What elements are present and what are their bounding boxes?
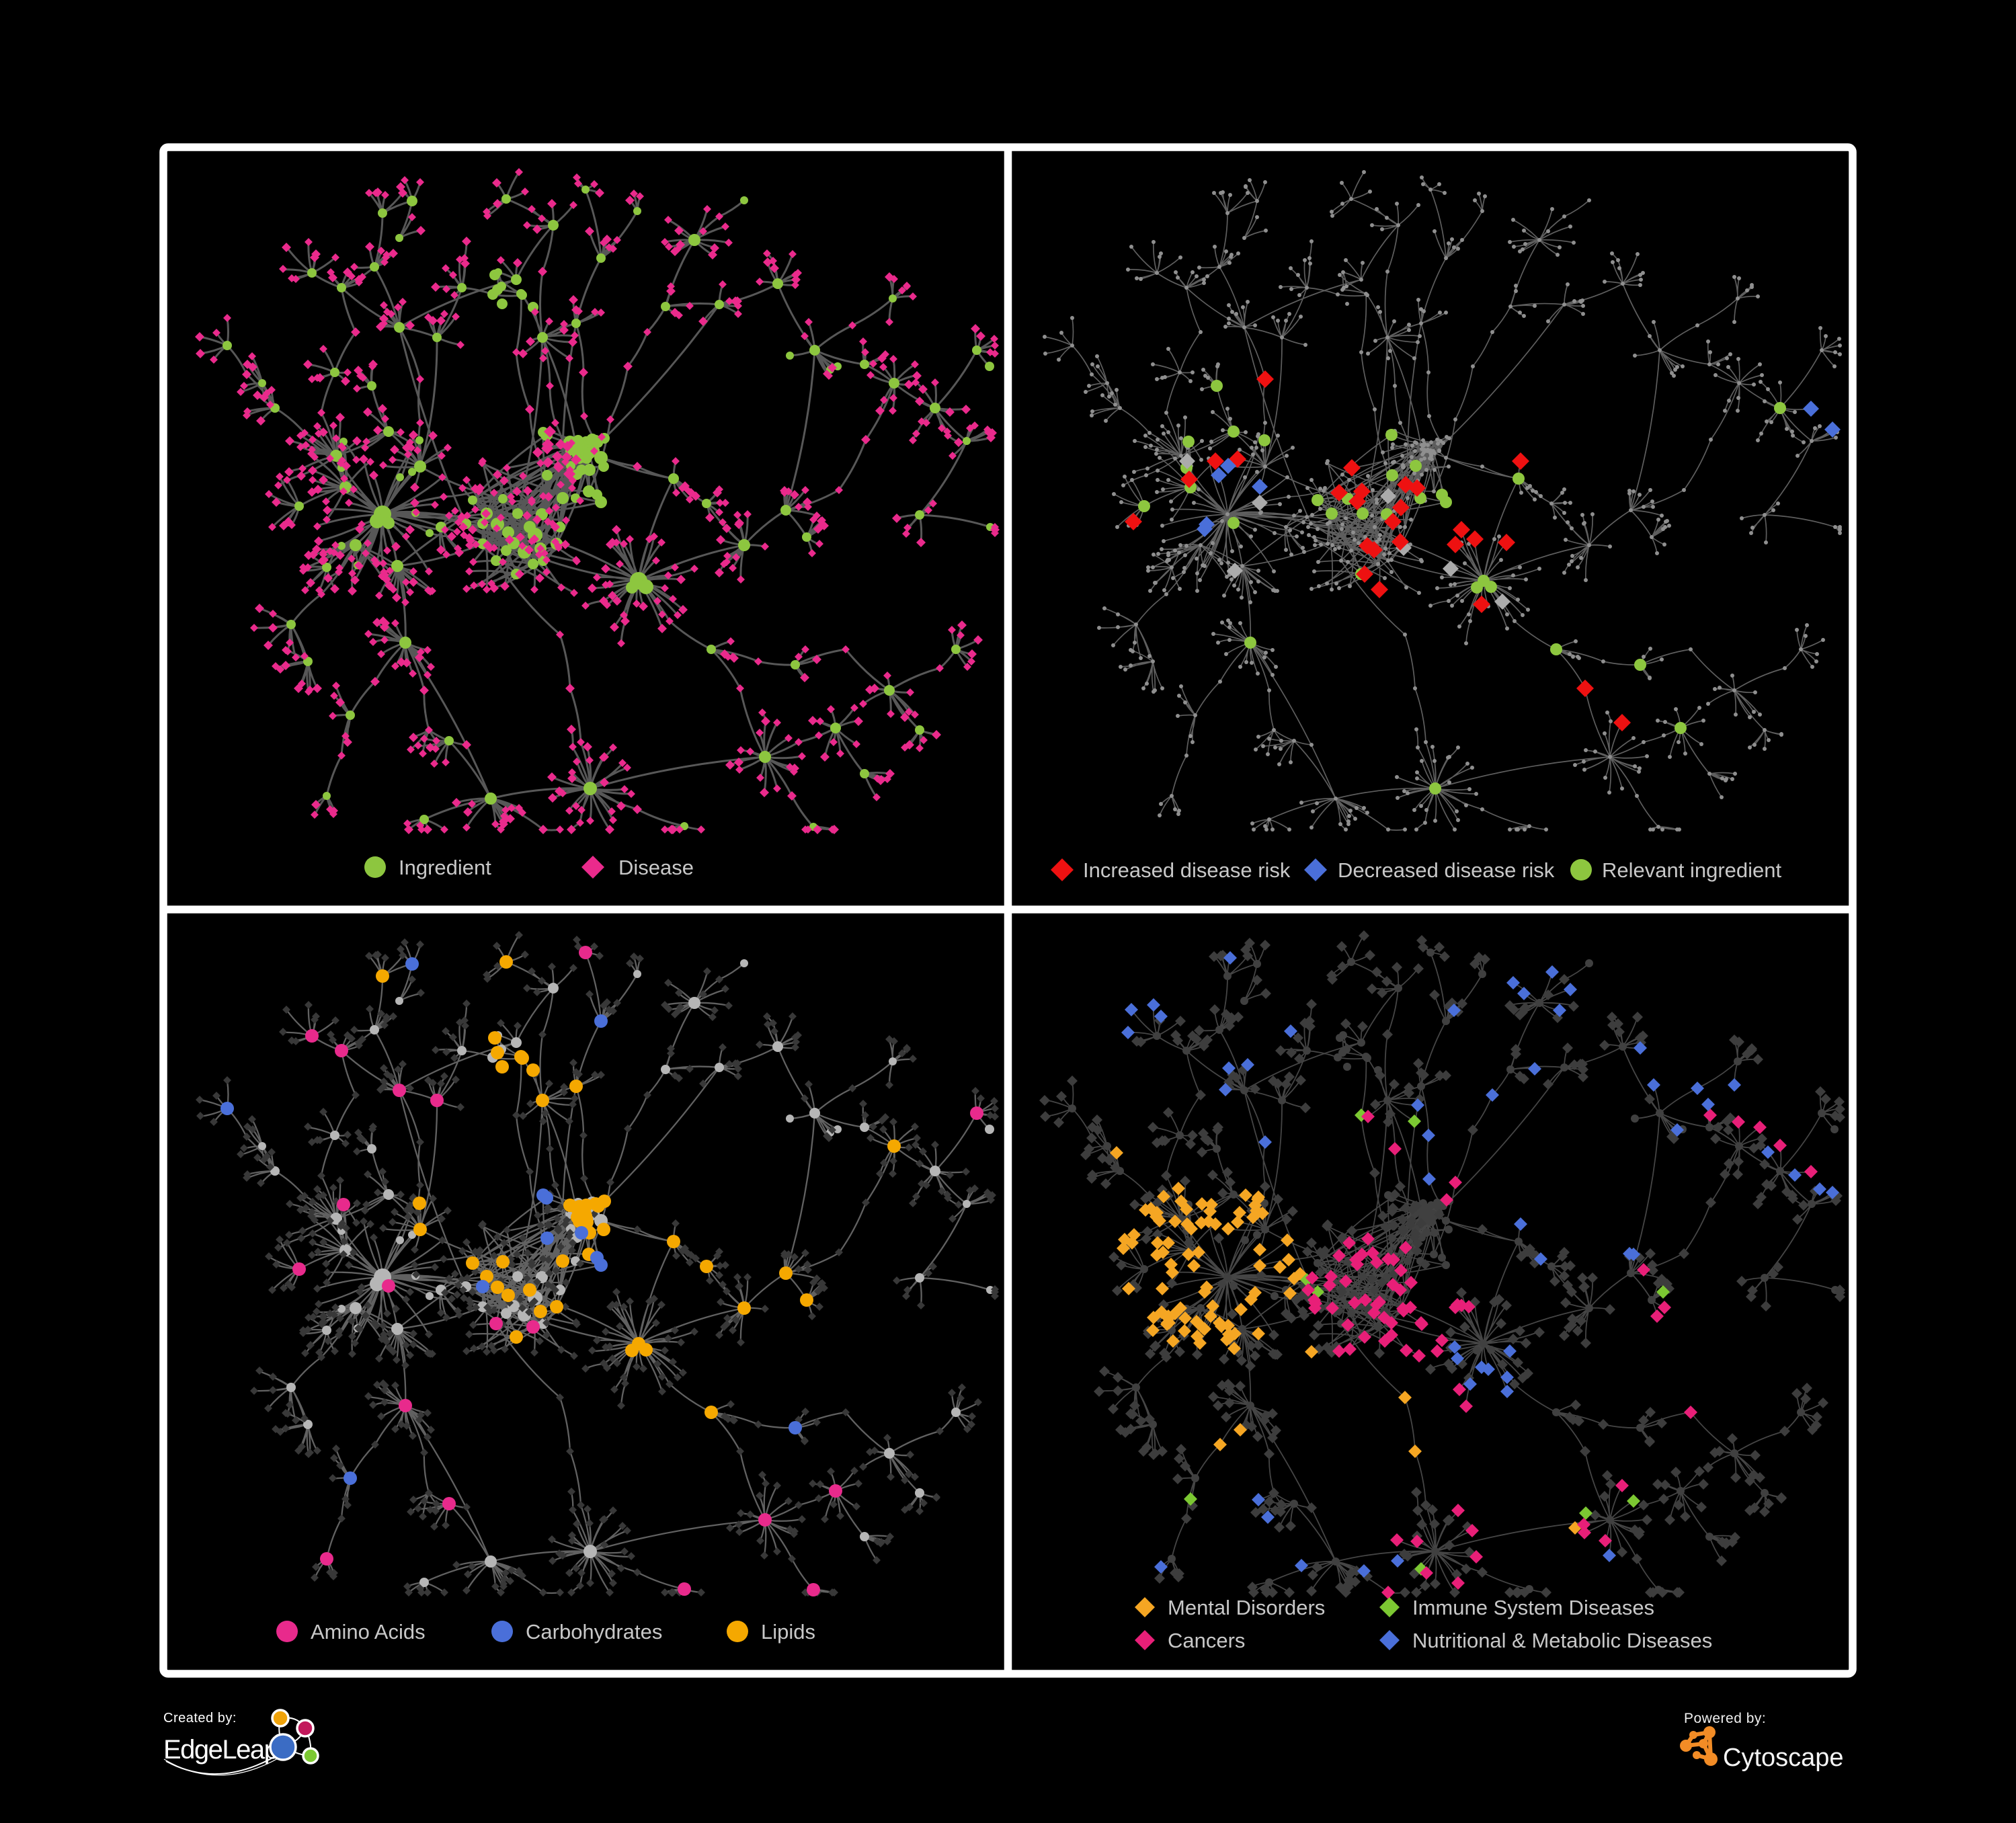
- svg-text:Mental Disorders: Mental Disorders: [1168, 1596, 1325, 1619]
- svg-text:Disease: Disease: [618, 856, 694, 879]
- svg-text:Relevant ingredient: Relevant ingredient: [1602, 858, 1782, 882]
- svg-text:Powered by:: Powered by:: [1684, 1711, 1766, 1726]
- svg-text:Decreased disease risk: Decreased disease risk: [1338, 858, 1555, 882]
- svg-text:Ingredient: Ingredient: [399, 856, 491, 879]
- svg-text:Increased disease risk: Increased disease risk: [1083, 858, 1291, 882]
- svg-text:Cytoscape: Cytoscape: [1723, 1744, 1844, 1772]
- svg-text:Nutritional & Metabolic Diseas: Nutritional & Metabolic Diseases: [1412, 1629, 1712, 1652]
- svg-text:Cancers: Cancers: [1168, 1629, 1245, 1652]
- svg-text:Immune System Diseases: Immune System Diseases: [1412, 1596, 1654, 1619]
- svg-text:Lipids: Lipids: [761, 1620, 815, 1644]
- svg-text:Created by:: Created by:: [163, 1711, 237, 1726]
- svg-text:Amino Acids: Amino Acids: [311, 1620, 426, 1644]
- svg-text:EdgeLeap: EdgeLeap: [163, 1735, 278, 1765]
- svg-text:Carbohydrates: Carbohydrates: [526, 1620, 662, 1644]
